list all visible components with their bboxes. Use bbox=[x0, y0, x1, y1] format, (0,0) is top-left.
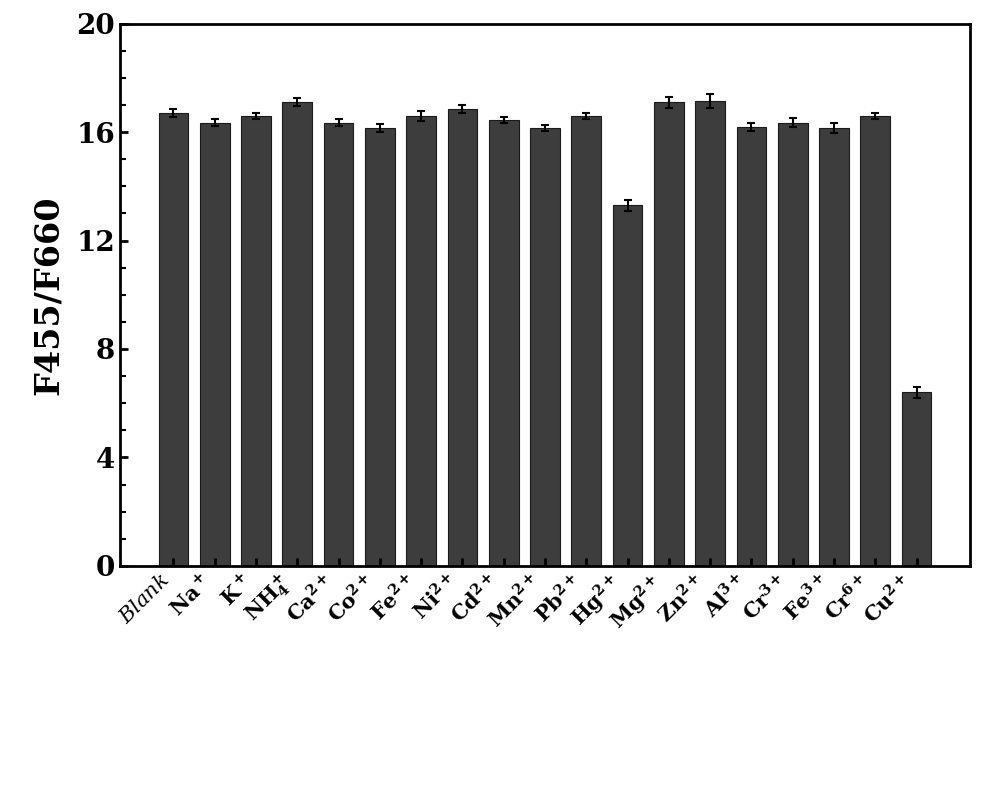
Bar bbox=[365, 128, 395, 566]
Bar bbox=[860, 116, 890, 566]
Bar bbox=[737, 127, 766, 566]
Bar bbox=[654, 102, 684, 566]
Bar bbox=[159, 113, 188, 566]
Bar bbox=[902, 392, 931, 566]
Bar bbox=[448, 109, 477, 566]
Bar bbox=[695, 101, 725, 566]
Bar bbox=[241, 116, 271, 566]
Bar bbox=[489, 119, 519, 566]
Bar bbox=[282, 102, 312, 566]
Y-axis label: F455/F660: F455/F660 bbox=[32, 195, 65, 395]
Bar bbox=[778, 123, 808, 566]
Bar bbox=[406, 116, 436, 566]
Bar bbox=[200, 123, 230, 566]
Bar bbox=[530, 128, 560, 566]
Bar bbox=[324, 123, 353, 566]
Bar bbox=[613, 205, 642, 566]
Bar bbox=[571, 116, 601, 566]
Bar bbox=[819, 128, 849, 566]
